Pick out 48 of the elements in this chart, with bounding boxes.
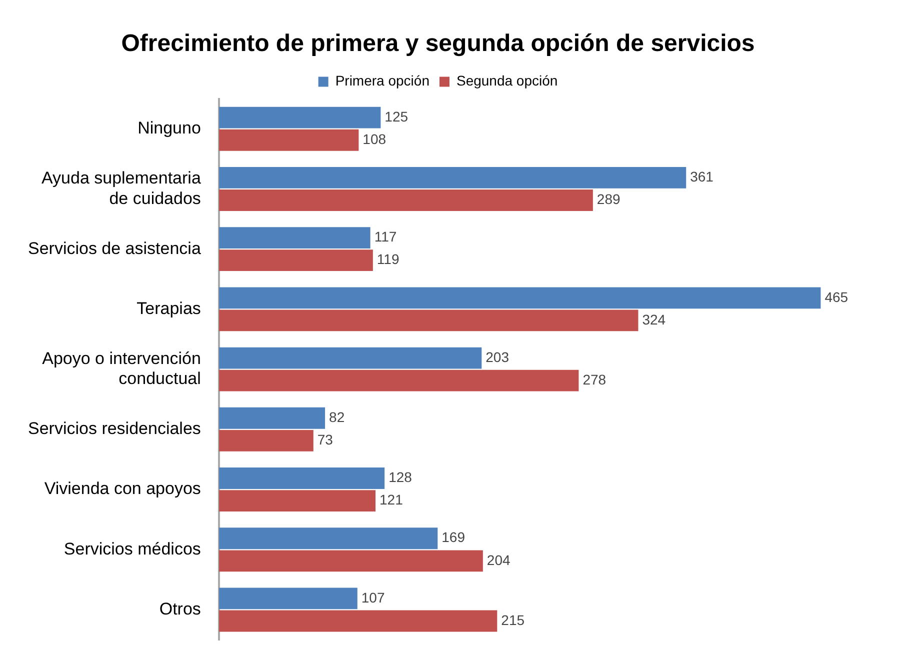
y-tick-label: Terapias xyxy=(136,298,201,318)
y-tick-label: Servicios de asistencia xyxy=(28,238,202,258)
chart-title: Ofrecimiento de primera y segunda opción de servicios xyxy=(121,30,755,58)
bar xyxy=(218,550,483,572)
data-label: 278 xyxy=(582,371,606,388)
data-label: 465 xyxy=(824,288,848,305)
bar xyxy=(218,610,498,632)
bar xyxy=(218,129,359,151)
bar xyxy=(218,407,326,429)
y-tick-label: Otros xyxy=(159,599,201,618)
data-label: 119 xyxy=(376,251,400,268)
bar xyxy=(218,310,638,332)
y-tick-label: Apoyo o intervención conductual xyxy=(42,348,201,388)
legend-label: Primera opción xyxy=(335,72,430,89)
bar xyxy=(218,430,314,452)
bar xyxy=(218,528,438,550)
bar xyxy=(218,468,385,489)
data-label: 169 xyxy=(442,529,466,546)
y-tick-label: Servicios médicos xyxy=(64,539,201,558)
bar xyxy=(218,347,482,369)
data-label: 117 xyxy=(374,228,397,245)
legend-label: Segunda opción xyxy=(456,72,558,89)
data-label: 289 xyxy=(596,191,620,208)
data-label: 361 xyxy=(690,168,714,185)
y-tick-label: Servicios residenciales xyxy=(28,419,201,438)
data-label: 215 xyxy=(501,612,525,628)
data-label: 204 xyxy=(486,552,510,568)
bar xyxy=(218,287,821,309)
data-label: 107 xyxy=(361,589,385,606)
data-label: 108 xyxy=(362,130,386,147)
bar xyxy=(218,370,579,392)
bar xyxy=(218,250,373,272)
data-label: 125 xyxy=(384,108,408,124)
data-label: 128 xyxy=(388,469,412,486)
y-tick-label: Vivienda con apoyos xyxy=(44,479,201,498)
data-label: 203 xyxy=(486,348,510,365)
data-label: 121 xyxy=(380,492,404,508)
bar xyxy=(218,190,593,211)
y-tick-label: Ayuda suplementaria de cuidados xyxy=(42,168,202,208)
bar xyxy=(218,166,686,188)
y-tick-label: Ninguno xyxy=(138,118,201,138)
bar xyxy=(218,588,358,610)
data-label: 82 xyxy=(329,409,345,425)
bar xyxy=(218,106,381,128)
bar xyxy=(218,227,370,249)
data-label: 73 xyxy=(317,432,334,448)
data-label: 324 xyxy=(642,311,666,328)
bar xyxy=(218,490,376,512)
